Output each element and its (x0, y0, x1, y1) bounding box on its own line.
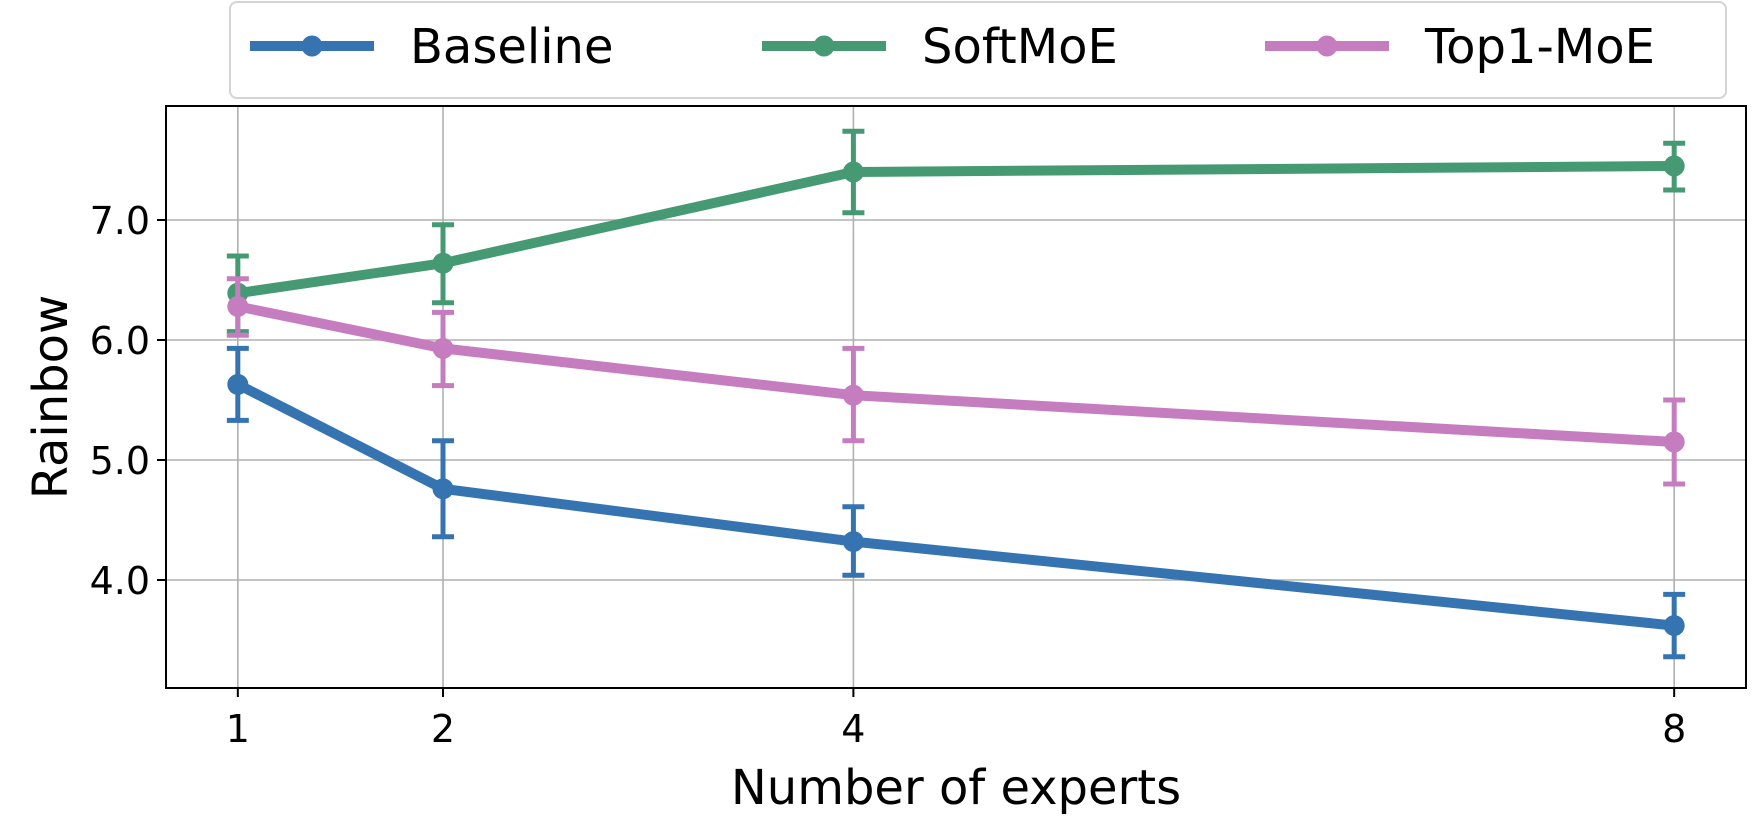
data-point-top1-moe (1663, 431, 1685, 453)
x-tick-label: 2 (431, 707, 455, 751)
y-tick-label: 4.0 (90, 559, 150, 603)
data-point-top1-moe (432, 337, 454, 359)
data-point-softmoe (432, 252, 454, 274)
series-line-baseline (232, 379, 1680, 631)
series-softmoe (226, 128, 1686, 335)
legend-marker-softmoe (813, 35, 835, 57)
data-point-top1-moe (227, 295, 249, 317)
legend-marker-baseline (301, 35, 323, 57)
tick-labels: 1 2 4 8 4.0 5.0 6.0 7.0 (90, 199, 1687, 751)
x-tick-label: 4 (841, 707, 865, 751)
legend-label-top1-moe: Top1-MoE (1424, 19, 1655, 75)
legend-entry-softmoe: SoftMoE (762, 19, 1118, 75)
legend-marker-top1-moe (1316, 35, 1338, 57)
series-line-softmoe (232, 161, 1680, 299)
x-tick-label: 1 (226, 707, 250, 751)
series-line-top1-moe (232, 301, 1680, 447)
data-point-softmoe (1663, 155, 1685, 177)
data-point-baseline (432, 478, 454, 500)
legend-entry-baseline: Baseline (250, 19, 614, 75)
data-point-softmoe (842, 161, 864, 183)
legend: Baseline SoftMoE Top1-MoE (229, 1, 1727, 99)
y-tick-label: 6.0 (90, 319, 150, 363)
y-tick-label: 7.0 (90, 199, 150, 243)
series-top1-moe (226, 276, 1686, 487)
legend-label-softmoe: SoftMoE (922, 19, 1118, 75)
x-axis-label: Number of experts (731, 760, 1181, 816)
legend-entry-top1-moe: Top1-MoE (1265, 19, 1655, 75)
series-baseline (226, 345, 1686, 660)
data-point-top1-moe (842, 384, 864, 406)
data-point-baseline (842, 531, 864, 553)
legend-label-baseline: Baseline (410, 19, 614, 75)
data-point-baseline (227, 373, 249, 395)
y-tick-label: 5.0 (90, 439, 150, 483)
y-axis-label: Rainbow (23, 295, 79, 500)
series-layer (226, 128, 1686, 660)
plot-frame (165, 105, 1747, 689)
x-tick-label: 8 (1662, 707, 1686, 751)
data-point-baseline (1663, 615, 1685, 637)
legend-box (229, 1, 1727, 99)
